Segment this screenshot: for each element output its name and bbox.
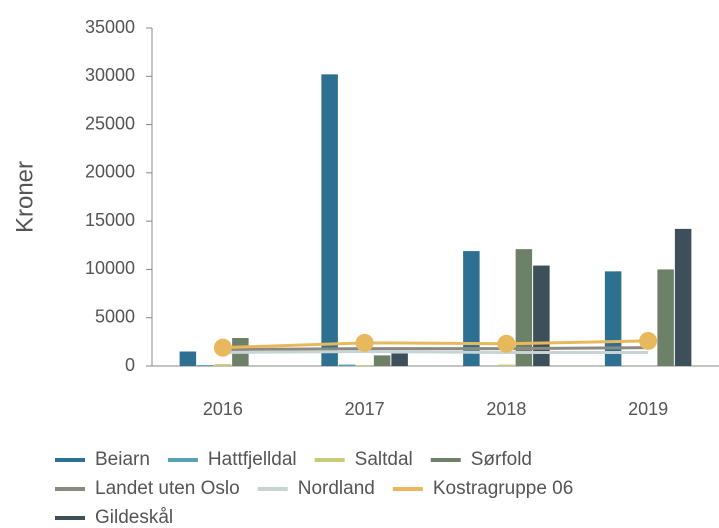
marker xyxy=(213,338,232,357)
legend-label: Hattfjelldal xyxy=(208,449,297,470)
marker xyxy=(497,334,516,353)
legend-label: Saltdal xyxy=(355,449,413,470)
marker xyxy=(355,333,374,352)
bar xyxy=(179,351,197,366)
bar xyxy=(533,265,550,366)
bar xyxy=(674,228,692,366)
bar xyxy=(338,364,356,366)
bar xyxy=(214,364,232,366)
legend-label: Kostragruppe 06 xyxy=(433,478,574,499)
y-tick-label: 5000 xyxy=(95,306,135,326)
legend-label: Beiarn xyxy=(95,449,150,470)
bar xyxy=(515,249,533,366)
marker xyxy=(639,331,658,350)
y-tick-label: 0 xyxy=(125,355,135,375)
y-tick-label: 25000 xyxy=(85,113,135,133)
bar xyxy=(498,364,515,366)
legend-label: Nordland xyxy=(298,478,375,499)
bar xyxy=(197,365,214,366)
line xyxy=(222,339,649,350)
x-tick-label: 2016 xyxy=(203,399,243,419)
x-tick-label: 2018 xyxy=(486,399,526,419)
y-tick-label: 15000 xyxy=(85,210,135,230)
bar xyxy=(391,353,408,366)
bar xyxy=(463,251,480,366)
line xyxy=(222,346,649,352)
y-tick-label: 10000 xyxy=(85,258,135,278)
bar xyxy=(373,355,391,366)
y-tick-label: 35000 xyxy=(85,17,135,37)
y-tick-label: 20000 xyxy=(85,162,135,182)
line xyxy=(222,350,649,354)
bar xyxy=(657,269,674,366)
legend-label: Gildeskål xyxy=(95,507,173,528)
bar xyxy=(321,74,338,367)
y-axis-title: Kroner xyxy=(11,161,38,233)
x-tick-label: 2019 xyxy=(628,399,668,419)
bar xyxy=(356,365,373,366)
legend-label: Landet uten Oslo xyxy=(95,478,240,499)
legend-label: Sørfold xyxy=(471,449,532,470)
y-tick-label: 30000 xyxy=(85,65,135,85)
x-tick-label: 2017 xyxy=(345,399,385,419)
